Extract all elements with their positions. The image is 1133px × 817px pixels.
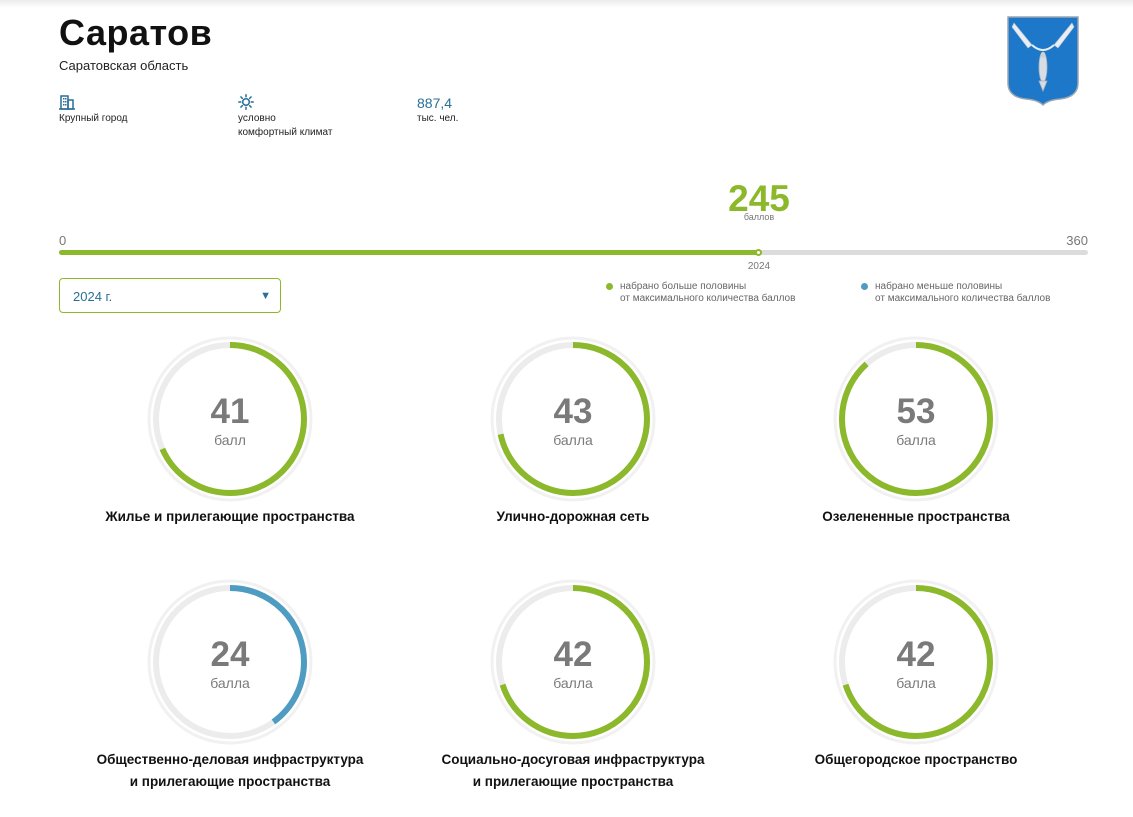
coat-of-arms-icon <box>1007 16 1079 107</box>
gauge-value: 41 <box>210 392 250 431</box>
gauge-arc <box>153 585 307 739</box>
gauge-housing <box>147 336 313 502</box>
gauge-unit: балла <box>553 432 593 448</box>
total-score: 245 <box>728 178 790 219</box>
info-population: 887,4 тыс. чел. <box>417 94 458 126</box>
gauge-arc <box>496 342 650 496</box>
building-icon <box>59 94 128 112</box>
legend-dot-blue <box>861 283 868 290</box>
gauge-arc <box>839 585 993 739</box>
city-title: Саратов <box>59 12 213 53</box>
population-unit: тыс. чел. <box>417 113 459 124</box>
gauge-leisure <box>490 579 656 745</box>
gauge-citywide <box>833 579 999 745</box>
total-score-unit: баллов <box>743 212 775 222</box>
gauge-green <box>833 336 999 502</box>
legend-dot-green <box>606 283 613 290</box>
top-shadow <box>0 0 1133 8</box>
gauge-roads <box>490 336 656 502</box>
category-title: Социально-досуговая инфраструктура и прил… <box>441 752 705 789</box>
gauge-outline <box>490 336 656 502</box>
gauge-arc <box>839 342 993 496</box>
legend-above-line1: набрано больше половины <box>620 281 747 292</box>
legend-above-line2: от максимального количества баллов <box>620 293 796 304</box>
gauge-unit: балла <box>896 432 936 448</box>
gauge-outline <box>833 579 999 745</box>
category-title: Общественно-деловая инфраструктура и прил… <box>96 752 364 789</box>
gauge-value: 43 <box>553 392 593 431</box>
gauge-unit: балл <box>214 432 246 448</box>
gauge-value: 42 <box>896 635 936 674</box>
info-climate-line1: условно <box>238 113 276 124</box>
info-city-type-line1: Крупный город <box>59 113 128 124</box>
score-year-label: 2024 <box>747 261 771 272</box>
gauge-outline <box>147 579 313 745</box>
category-title: Жилье и прилегающие пространства <box>105 509 355 524</box>
gauge-business <box>147 579 313 745</box>
score-progress-marker <box>755 249 762 256</box>
legend-below-line1: набрано меньше половины <box>875 281 1003 292</box>
sun-icon <box>238 94 332 112</box>
year-select[interactable]: 2024 г. ▼ <box>59 278 281 313</box>
year-select-value: 2024 г. <box>73 289 113 304</box>
gauge-outline <box>490 579 656 745</box>
category-title: Общегородское пространство <box>814 752 1018 767</box>
gauge-outline <box>147 336 313 502</box>
gauge-unit: балла <box>210 675 250 691</box>
chevron-down-icon: ▼ <box>260 290 271 302</box>
gauge-unit: балла <box>553 675 593 691</box>
gauge-arc <box>496 585 650 739</box>
gauge-value: 53 <box>896 392 936 431</box>
category-title: Улично-дорожная сеть <box>496 509 650 524</box>
scale-min: 0 <box>59 233 67 248</box>
gauge-outline <box>833 336 999 502</box>
gauge-unit: балла <box>896 675 936 691</box>
gauge-value: 42 <box>553 635 593 674</box>
info-city-type: Крупный город <box>59 94 128 126</box>
population-value: 887,4 <box>417 95 453 111</box>
category-title: Озелененные пространства <box>822 509 1010 524</box>
region-name: Саратовская область <box>59 58 189 73</box>
info-climate: условно комфортный климат <box>238 94 332 140</box>
score-progress-fill <box>59 250 759 255</box>
legend-below-line2: от максимального количества баллов <box>875 293 1051 304</box>
score-progress-bar <box>59 249 1088 256</box>
scale-max: 360 <box>1066 233 1088 248</box>
gauge-arc <box>153 342 307 496</box>
gauge-value: 24 <box>210 635 250 674</box>
info-climate-line2: комфортный климат <box>238 127 333 138</box>
